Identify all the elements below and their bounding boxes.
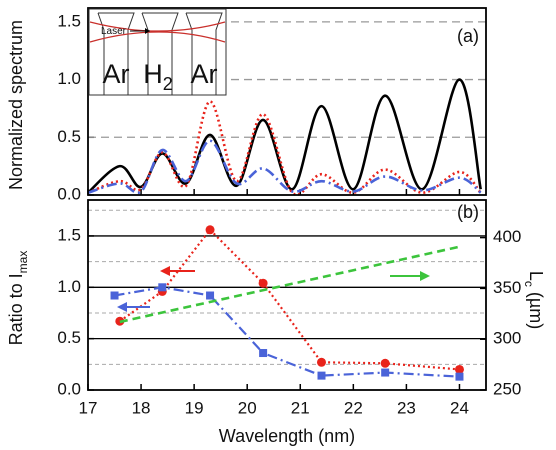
y-tick-label: 0.5	[57, 328, 81, 347]
y-tick-label: 1.0	[57, 277, 81, 296]
y-tick-label: 0.0	[57, 184, 81, 203]
panel-label: (a)	[457, 26, 479, 46]
marker	[381, 368, 390, 377]
beam-top	[89, 21, 226, 32]
cell-right	[185, 12, 223, 95]
marker	[317, 371, 326, 380]
cell-label-sub: 2	[163, 74, 173, 94]
marker	[380, 358, 390, 368]
y-tick-label: 0.5	[57, 127, 81, 146]
y-tick-label: 1.5	[57, 11, 81, 30]
y2-axis-label-unit: (µm)	[526, 287, 546, 329]
x-tick-label: 18	[132, 398, 151, 417]
arrow-green-head	[420, 271, 430, 281]
laser-label: Laser	[101, 26, 127, 37]
y2-tick-label: 350	[493, 278, 521, 297]
y-axis-label-main: Ratio to I	[6, 273, 26, 345]
y-axis-label: Ratio to Imax	[6, 251, 30, 346]
marker	[158, 283, 167, 292]
beam-bottom	[89, 31, 226, 43]
cell-label: Ar	[103, 59, 130, 89]
y-axis-label-sub: max	[16, 251, 30, 274]
x-tick-label: 19	[185, 398, 204, 417]
marker	[454, 364, 464, 374]
x-tick-label: 20	[238, 398, 257, 417]
marker	[316, 357, 326, 367]
x-axis-label: Wavelength (nm)	[219, 426, 355, 446]
y-tick-label: 0.0	[57, 379, 81, 398]
cell-mid	[141, 12, 179, 95]
series-line	[119, 245, 460, 324]
plots: 0.0 0.5 1.0 1.5 0.0 0.5 1.0 1.5 250 300 350 400 17 18…	[57, 7, 521, 417]
x-tick-label: 22	[344, 398, 363, 417]
y-tick-label: 1.0	[57, 69, 81, 88]
y2-axis-label-main: L	[526, 271, 546, 281]
arrow-blue-head	[117, 302, 127, 312]
y2-axis-label: Lc (µm)	[522, 271, 546, 329]
y-tick-label: 1.5	[57, 225, 81, 244]
y2-axis-label-sub: c	[522, 281, 536, 287]
cell-label: H	[143, 59, 163, 89]
inset-frame	[88, 8, 227, 96]
y-axis-label: Normalized spectrum	[6, 20, 26, 190]
plot-frame	[87, 199, 487, 391]
cell-label: H2	[143, 59, 173, 94]
x-tick-label: 17	[79, 398, 98, 417]
y2-tick-label: 400	[493, 227, 521, 246]
inset: Laser Ar H2 Ar	[88, 8, 227, 96]
marker	[206, 291, 215, 300]
y2-tick-label: 250	[493, 379, 521, 398]
laser-arrow-head	[145, 28, 150, 34]
panel-label: (b)	[457, 202, 479, 222]
cell-left	[97, 12, 135, 95]
marker	[205, 225, 215, 235]
series-line	[87, 139, 482, 195]
marker	[110, 291, 119, 300]
x-tick-label: 24	[450, 398, 469, 417]
cell-label: Ar	[191, 59, 218, 89]
marker	[455, 372, 464, 381]
plot-frame	[87, 7, 487, 196]
marker	[259, 349, 268, 358]
arrow-red-head	[160, 266, 170, 276]
y2-tick-label: 300	[493, 329, 521, 348]
series-line	[87, 100, 482, 197]
marker	[258, 278, 268, 288]
x-tick-label: 21	[291, 398, 310, 417]
x-tick-label: 23	[397, 398, 416, 417]
